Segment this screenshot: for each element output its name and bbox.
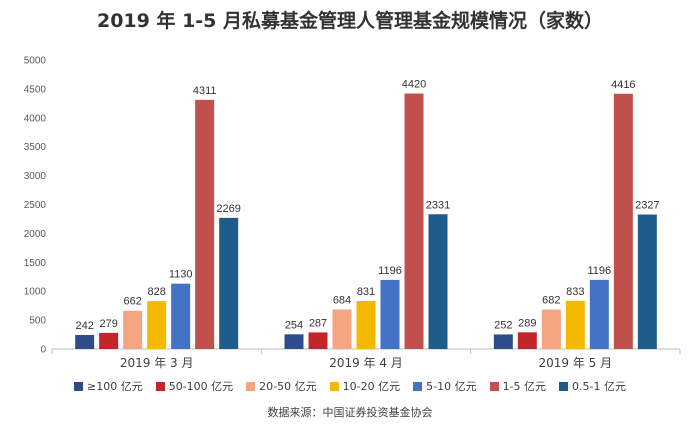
legend-swatch <box>73 381 83 391</box>
bar <box>99 332 119 349</box>
data-label: 254 <box>285 319 303 331</box>
y-tick-label: 500 <box>29 316 46 327</box>
data-label: 2331 <box>426 199 450 211</box>
bar <box>332 309 352 349</box>
legend-item: 10-20 亿元 <box>329 378 401 394</box>
bar <box>589 279 609 349</box>
bar <box>493 334 513 349</box>
legend-label: 1-5 亿元 <box>502 380 547 393</box>
bar <box>404 93 424 349</box>
data-label: 279 <box>99 318 117 330</box>
legend-label: 5-10 亿元 <box>426 380 477 393</box>
data-label: 242 <box>75 320 93 332</box>
y-tick-label: 0 <box>40 345 46 356</box>
legend-swatch <box>413 381 423 391</box>
bar <box>195 99 215 349</box>
legend-swatch <box>155 381 165 391</box>
bar <box>380 279 400 349</box>
legend-item: 1-5 亿元 <box>489 378 547 394</box>
bar <box>75 335 95 349</box>
data-label: 4420 <box>402 79 426 91</box>
data-label: 4311 <box>193 85 217 97</box>
x-tick-label: 2019 年 5 月 <box>539 356 613 370</box>
legend-label: 0.5-1 亿元 <box>572 380 627 393</box>
legend-swatch <box>559 381 569 391</box>
y-tick-label: 5000 <box>24 56 47 67</box>
legend-label: 20-50 亿元 <box>259 380 317 393</box>
legend-label: 10-20 亿元 <box>342 380 401 393</box>
data-label: 831 <box>357 286 375 298</box>
data-label: 662 <box>123 296 141 308</box>
x-tick-label: 2019 年 3 月 <box>120 356 194 370</box>
bar <box>171 283 191 349</box>
bar <box>637 214 657 349</box>
data-label: 684 <box>333 294 351 306</box>
bar <box>356 300 376 349</box>
legend-item: 0.5-1 亿元 <box>559 378 626 394</box>
legend-label: ≥100 亿元 <box>86 380 143 393</box>
x-tick-label: 2019 年 4 月 <box>329 356 403 370</box>
y-tick-label: 4500 <box>24 84 47 95</box>
legend-item: 20-50 亿元 <box>246 378 317 394</box>
bar <box>613 93 633 349</box>
bar <box>565 300 585 349</box>
data-label: 1196 <box>378 265 402 277</box>
data-label: 833 <box>566 286 584 298</box>
y-tick-label: 3500 <box>24 142 47 153</box>
data-label: 4416 <box>611 79 635 91</box>
y-tick-label: 3000 <box>24 171 47 182</box>
bar <box>284 334 304 349</box>
bar <box>308 332 328 349</box>
bar <box>517 332 537 349</box>
y-tick-label: 1500 <box>24 258 47 269</box>
y-tick-label: 1000 <box>24 287 47 298</box>
data-label: 2327 <box>635 199 659 211</box>
bar-layer <box>75 93 657 349</box>
data-label: 252 <box>494 319 512 331</box>
y-tick-label: 2500 <box>24 200 47 211</box>
data-label: 1196 <box>588 265 612 277</box>
y-tick-label: 4000 <box>24 113 47 124</box>
bar <box>219 217 239 349</box>
bar <box>123 310 143 349</box>
legend: ≥100 亿元 50-100 亿元 20-50 亿元 10-20 亿元 5-10 亿元 1… <box>0 378 700 394</box>
legend-swatch <box>329 381 339 391</box>
source-note: 数据来源：中国证券投资基金协会 <box>267 406 433 419</box>
bar <box>541 309 561 349</box>
y-tick-label: 2000 <box>24 229 47 240</box>
bar <box>147 301 167 349</box>
legend-item: 50-100 亿元 <box>155 378 234 394</box>
legend-swatch <box>489 381 499 391</box>
legend-item: 5-10 亿元 <box>413 378 477 394</box>
legend-item: ≥100 亿元 <box>73 378 143 394</box>
legend-swatch <box>246 381 256 391</box>
data-label: 2269 <box>216 203 240 215</box>
data-label: 1130 <box>169 269 193 281</box>
bar <box>428 214 448 349</box>
data-label: 289 <box>518 317 536 329</box>
chart-title: 2019 年 1-5 月私募基金管理人管理基金规模情况（家数） <box>96 10 604 32</box>
data-label: 828 <box>147 286 165 298</box>
legend-label: 50-100 亿元 <box>168 380 234 393</box>
data-label: 682 <box>542 295 560 307</box>
data-label: 287 <box>309 317 327 329</box>
